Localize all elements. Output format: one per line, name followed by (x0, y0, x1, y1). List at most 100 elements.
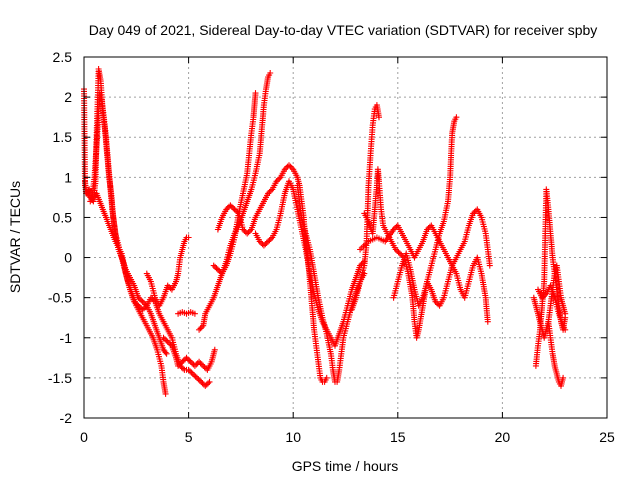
data-point (562, 310, 569, 317)
data-point (198, 378, 205, 385)
y-axis-label: SDTVAR / TECUs (7, 181, 23, 293)
data-point (175, 362, 182, 369)
data-point (184, 356, 191, 363)
data-point (200, 362, 207, 369)
data-point (245, 229, 252, 236)
y-tick-label: 1.5 (53, 129, 73, 145)
data-segment (81, 66, 169, 397)
data-point (376, 114, 382, 121)
data-point (163, 350, 170, 357)
y-tick-label: 1 (64, 169, 72, 185)
data-point (230, 205, 237, 212)
data-point (214, 266, 221, 273)
data-point (358, 261, 365, 268)
data-point (213, 265, 220, 272)
data-point (262, 241, 269, 248)
data-segment (160, 334, 218, 373)
data-point (206, 378, 213, 385)
y-tick-label: 0.5 (53, 209, 73, 225)
data-point (224, 205, 231, 212)
data-point (164, 282, 171, 289)
data-point (227, 202, 234, 209)
data-point (562, 326, 569, 333)
data-point (176, 361, 183, 368)
data-point (211, 346, 218, 353)
data-point (136, 296, 143, 302)
data-point (286, 162, 292, 169)
data-point (163, 337, 170, 344)
x-axis-label: GPS time / hours (292, 458, 399, 474)
chart-title: Day 049 of 2021, Sidereal Day-to-day VTE… (89, 22, 598, 38)
data-point (197, 325, 204, 332)
data-point (132, 300, 139, 306)
data-point (276, 175, 283, 182)
data-point (398, 251, 405, 258)
data-segment (143, 234, 192, 309)
data-point (273, 178, 280, 185)
data-point (203, 381, 210, 388)
data-point (288, 165, 295, 171)
data-point (396, 250, 403, 257)
data-segment (357, 206, 493, 269)
data-point (453, 114, 460, 121)
data-point (240, 226, 246, 233)
data-point (189, 370, 196, 377)
data-point (212, 263, 219, 270)
data-point (201, 364, 208, 371)
data-point (162, 349, 169, 356)
data-point (265, 190, 272, 197)
data-point (197, 360, 204, 367)
data-point (149, 296, 156, 302)
data-point (161, 336, 168, 343)
y-tick-label: 2.5 (53, 49, 73, 65)
data-point (471, 209, 478, 216)
data-point (216, 267, 223, 274)
data-point (390, 226, 397, 233)
data-point (541, 292, 548, 298)
data-point (198, 324, 205, 331)
data-point (139, 298, 146, 305)
data-point (392, 246, 399, 253)
grid (84, 57, 607, 418)
y-tick-label: -1 (60, 330, 73, 346)
data-point (424, 226, 431, 233)
data-point (432, 298, 439, 305)
data-point (139, 306, 146, 313)
y-tick-label: -1.5 (48, 370, 72, 386)
data-point (141, 305, 147, 312)
data-point (191, 372, 198, 379)
data-point (252, 90, 259, 97)
data-point (141, 300, 147, 306)
data-point (131, 298, 138, 305)
data-point (247, 227, 253, 234)
data-point (540, 293, 547, 300)
y-tick-label: 2 (64, 89, 72, 105)
x-tick-label: 5 (185, 429, 193, 445)
data-point (210, 262, 217, 269)
data-point (228, 203, 235, 210)
data-point (560, 374, 567, 381)
data-series-sdtvar (81, 66, 569, 397)
data-point (188, 369, 195, 376)
x-tick-label: 25 (599, 429, 615, 445)
data-point (281, 166, 288, 173)
data-point (256, 238, 263, 245)
data-point (162, 390, 169, 397)
data-point (234, 209, 241, 216)
data-point (196, 377, 203, 384)
data-point (274, 177, 281, 183)
data-point (180, 365, 186, 372)
data-point (287, 163, 294, 170)
data-segment (545, 318, 567, 389)
data-point (187, 368, 193, 375)
data-point (265, 238, 272, 245)
data-point (189, 360, 196, 367)
data-segment (175, 309, 198, 317)
data-point (267, 70, 274, 76)
data-point (185, 234, 192, 241)
data-point (179, 358, 186, 365)
data-point (135, 294, 142, 301)
data-segment (87, 190, 213, 389)
data-point (484, 318, 491, 325)
data-point (395, 249, 402, 256)
